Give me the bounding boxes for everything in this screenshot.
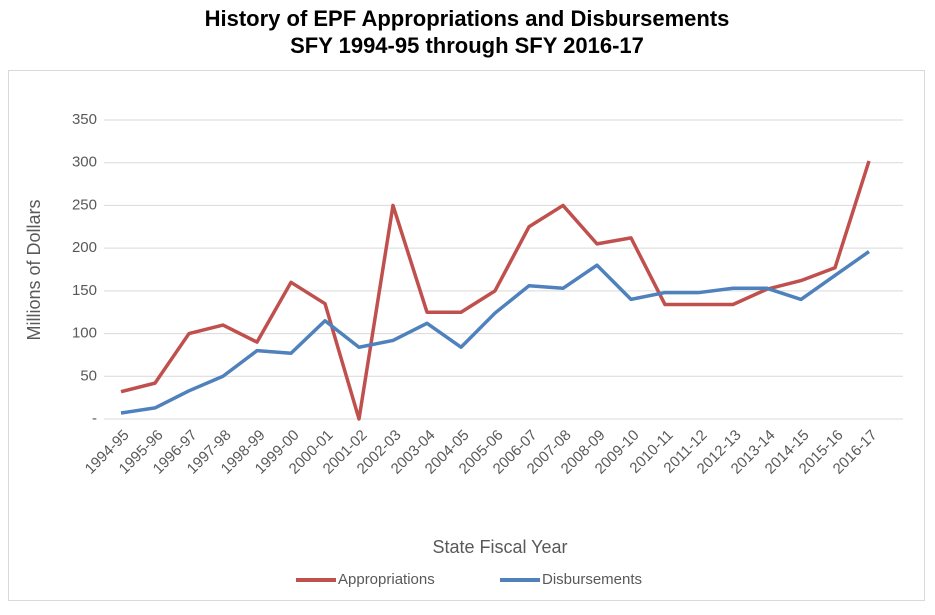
chart-subtitle: SFY 1994-95 through SFY 2016-17 [290, 33, 644, 58]
y-tick-label: 350 [72, 111, 97, 128]
y-tick-label: 100 [72, 325, 97, 342]
y-tick-label: 50 [80, 367, 97, 384]
legend-label: Disbursements [542, 571, 642, 588]
chart-frame [8, 70, 925, 601]
y-tick-label: 300 [72, 154, 97, 171]
y-tick-label: 150 [72, 282, 97, 299]
y-axis-title: Millions of Dollars [24, 199, 44, 340]
series-line [120, 160, 871, 421]
series-line [120, 250, 871, 415]
y-tick-label: 200 [72, 239, 97, 256]
x-axis-title: State Fiscal Year [432, 537, 567, 557]
y-tick-label: 250 [72, 196, 97, 213]
legend-label: Appropriations [338, 571, 435, 588]
chart-title: History of EPF Appropriations and Disbur… [205, 6, 730, 31]
y-tick-label: - [92, 410, 97, 427]
